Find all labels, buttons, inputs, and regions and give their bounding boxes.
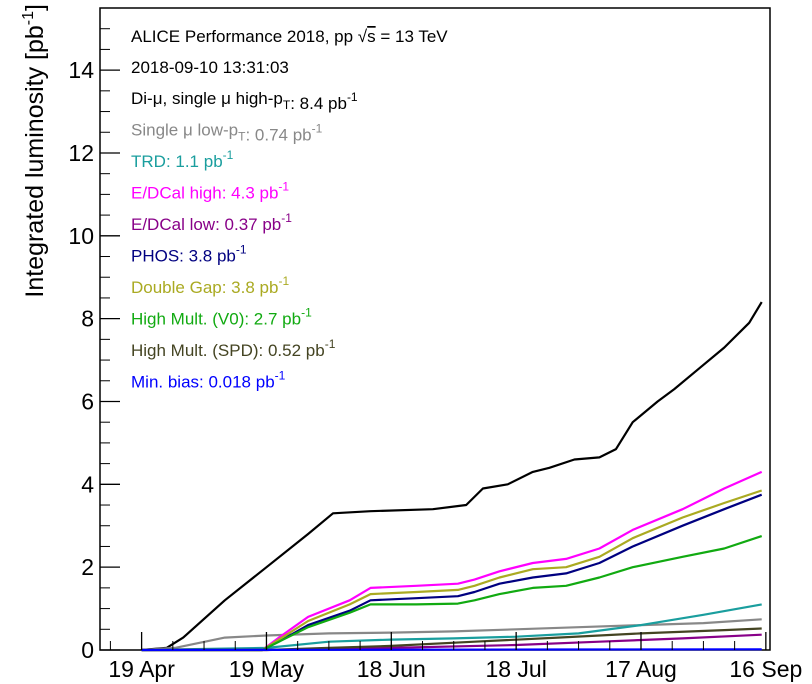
axes: 0 2 4 6 8 10 12 14 19 Apr 19 May 18 Jun 18 Jul 17 Au… xyxy=(20,4,802,682)
x-tick-label: 17 Aug xyxy=(605,656,677,682)
x-tick-label: 18 Jul xyxy=(485,656,546,682)
legend-entry-5: PHOS: 3.8 pb-1 xyxy=(131,243,247,266)
legend-entry-1: Single μ low-pT: 0.74 pb-1 xyxy=(131,121,323,145)
legend-entry-6: Double Gap: 3.8 pb-1 xyxy=(131,274,289,297)
legend-entry-0: Di-μ, single μ high-pT: 8.4 pb-1 xyxy=(131,89,358,113)
x-tick-label: 16 Sep xyxy=(729,656,802,682)
series-line-5 xyxy=(141,493,763,652)
y-tick-label: 4 xyxy=(81,471,94,497)
series-line-1 xyxy=(141,618,762,652)
series-line-6 xyxy=(141,489,763,652)
legend-entry-4: E/DCal low: 0.37 pb-1 xyxy=(131,211,292,234)
legend-entry-8: High Mult. (SPD): 0.52 pb-1 xyxy=(131,337,336,360)
y-tick-label: 6 xyxy=(81,388,94,414)
legend-entry-9: Min. bias: 0.018 pb-1 xyxy=(131,369,286,392)
series-line-3 xyxy=(141,470,763,652)
y-tick-label: 8 xyxy=(81,306,94,332)
legend: ALICE Performance 2018, pp √s = 13 TeV 20… xyxy=(131,27,448,392)
y-axis-title: Integrated luminosity [pb-1] xyxy=(20,4,49,298)
series-line-0 xyxy=(141,301,763,652)
legend-entry-3: E/DCal high: 4.3 pb-1 xyxy=(131,180,289,203)
x-tick-label: 19 May xyxy=(229,656,305,682)
legend-timestamp: 2018-09-10 13:31:03 xyxy=(131,58,289,77)
y-tick-label: 2 xyxy=(81,554,94,580)
x-tick-label: 18 Jun xyxy=(357,656,426,682)
series-lines xyxy=(141,301,763,652)
legend-title: ALICE Performance 2018, pp √s = 13 TeV xyxy=(131,27,448,46)
series-line-7 xyxy=(141,535,763,652)
x-tick-label: 19 Apr xyxy=(108,656,175,682)
y-tick-label: 12 xyxy=(68,140,94,166)
y-tick-label: 10 xyxy=(68,223,94,249)
legend-entry-2: TRD: 1.1 pb-1 xyxy=(131,148,234,171)
y-tick-label: 0 xyxy=(81,637,94,663)
legend-entry-7: High Mult. (V0): 2.7 pb-1 xyxy=(131,306,312,329)
y-tick-label: 14 xyxy=(68,57,94,83)
series-line-9 xyxy=(141,648,762,652)
